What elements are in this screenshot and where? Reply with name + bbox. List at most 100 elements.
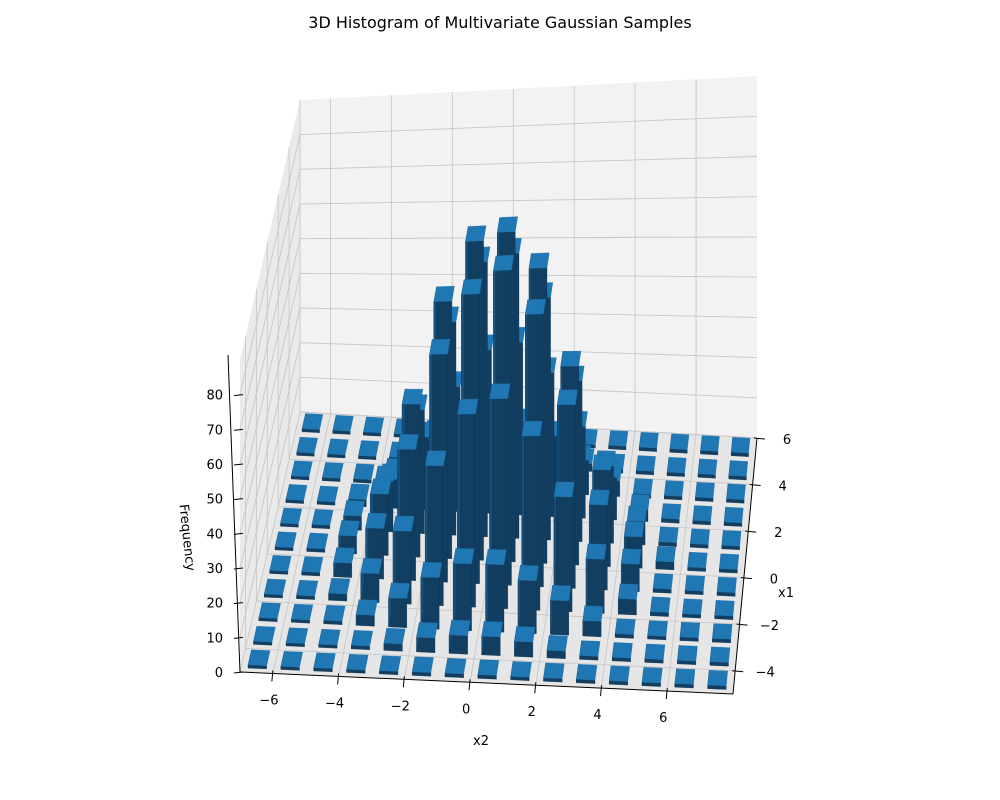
bar [719,553,740,574]
y-tick-label: 2 [528,705,536,720]
bar-face-front [383,643,403,652]
bar-face-top [609,665,630,682]
bar [477,659,500,680]
bar-face-top [429,338,451,355]
bar-face-top [291,460,313,477]
bar-face-top [658,526,679,543]
bar-face-top [636,455,656,472]
bar-face-top [360,557,383,574]
bar [301,413,324,433]
bar [291,603,314,624]
bar-face-top [560,350,582,367]
bar-face-top [576,664,598,681]
back-pane [300,76,757,438]
bar-face-top [416,622,438,639]
bar [514,626,536,658]
bars [247,216,751,690]
bar-face-top [397,434,419,450]
bar-face-top [280,651,303,668]
bar [412,656,434,677]
bar [639,432,659,452]
bar-face-top [392,515,415,532]
grid-line [239,115,758,395]
bar-face-top [477,659,500,676]
bar [420,561,443,630]
bar [322,462,344,482]
bar [355,599,378,627]
bar [383,627,406,652]
z-tick-label: 40 [206,527,223,542]
bar-face-top [700,435,720,452]
side-pane [240,100,300,672]
bar-face-top [712,623,733,640]
z-tick-label: 30 [206,562,223,577]
bar-face-top [707,670,728,687]
x-tick-label: 0 [770,573,778,588]
bar-face-top [351,630,373,647]
bar-face-top [401,388,424,405]
bar [247,649,271,670]
bar-face-front [514,641,534,658]
bar [674,668,696,689]
z-tick-label: 70 [206,423,223,438]
x-tick [745,530,757,533]
bar-face-top [695,482,715,499]
bar [726,483,746,504]
bar-face-top [253,626,276,643]
bar [579,640,601,661]
bar-face-top [669,433,690,450]
bar-face-top [621,548,642,565]
bar-face-front [517,580,537,634]
bar [346,654,369,674]
bar-face-top [525,298,546,315]
bar-face-top [383,627,406,645]
bar [517,565,539,634]
bar [416,622,438,653]
bar-face-top [650,596,671,613]
bar [636,455,656,476]
grid-line [239,196,758,465]
bar-face-top [280,507,302,525]
grid-line [239,156,758,430]
bar-face-top [301,413,324,430]
bar [510,661,532,681]
bar-face-top [433,285,455,302]
bar [291,460,313,481]
y-tick-label: −6 [259,694,278,709]
bar-face-top [332,415,354,432]
bar [485,549,507,633]
bar-face-front [618,598,637,616]
bar [285,484,308,504]
bar [333,547,356,578]
bar-face-top [514,626,536,643]
bar-face-top [497,216,518,233]
x-tick-label: 6 [783,433,791,448]
bar [692,505,713,526]
z-axis-label: Frequency [176,503,198,572]
z-tick [233,567,244,570]
bar [655,546,676,571]
bar-face-top [355,599,378,616]
bar-face-top [677,645,698,662]
bar [712,623,733,644]
bar [682,598,703,619]
bar-face-top [723,506,744,524]
z-tick [233,671,244,674]
bar-face-top [338,520,360,537]
bar-face-top [388,582,410,599]
bar [679,621,701,642]
bar [280,651,303,671]
x-tick-label: −4 [756,666,775,681]
bar [306,532,329,553]
bar-face-top [370,478,392,495]
bar-face-top [517,565,539,581]
bar [669,433,690,454]
bar-face-front [328,593,348,602]
grid-line [239,236,758,499]
x-axis-line [732,437,758,695]
bar-face-top [579,640,601,657]
grid-line [239,376,758,638]
bar-face-top [485,549,507,565]
bar-face-top [510,661,532,678]
